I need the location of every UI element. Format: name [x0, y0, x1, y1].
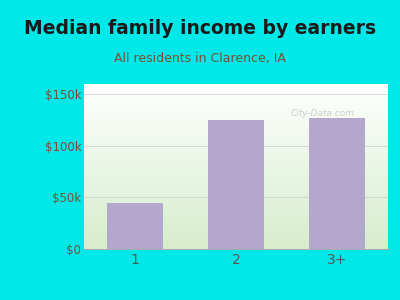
- Bar: [310, 118, 365, 249]
- Text: Median family income by earners: Median family income by earners: [24, 19, 376, 38]
- Bar: [208, 120, 264, 249]
- Bar: [107, 202, 162, 249]
- Text: City-Data.com: City-Data.com: [291, 109, 355, 118]
- Text: All residents in Clarence, IA: All residents in Clarence, IA: [114, 52, 286, 65]
